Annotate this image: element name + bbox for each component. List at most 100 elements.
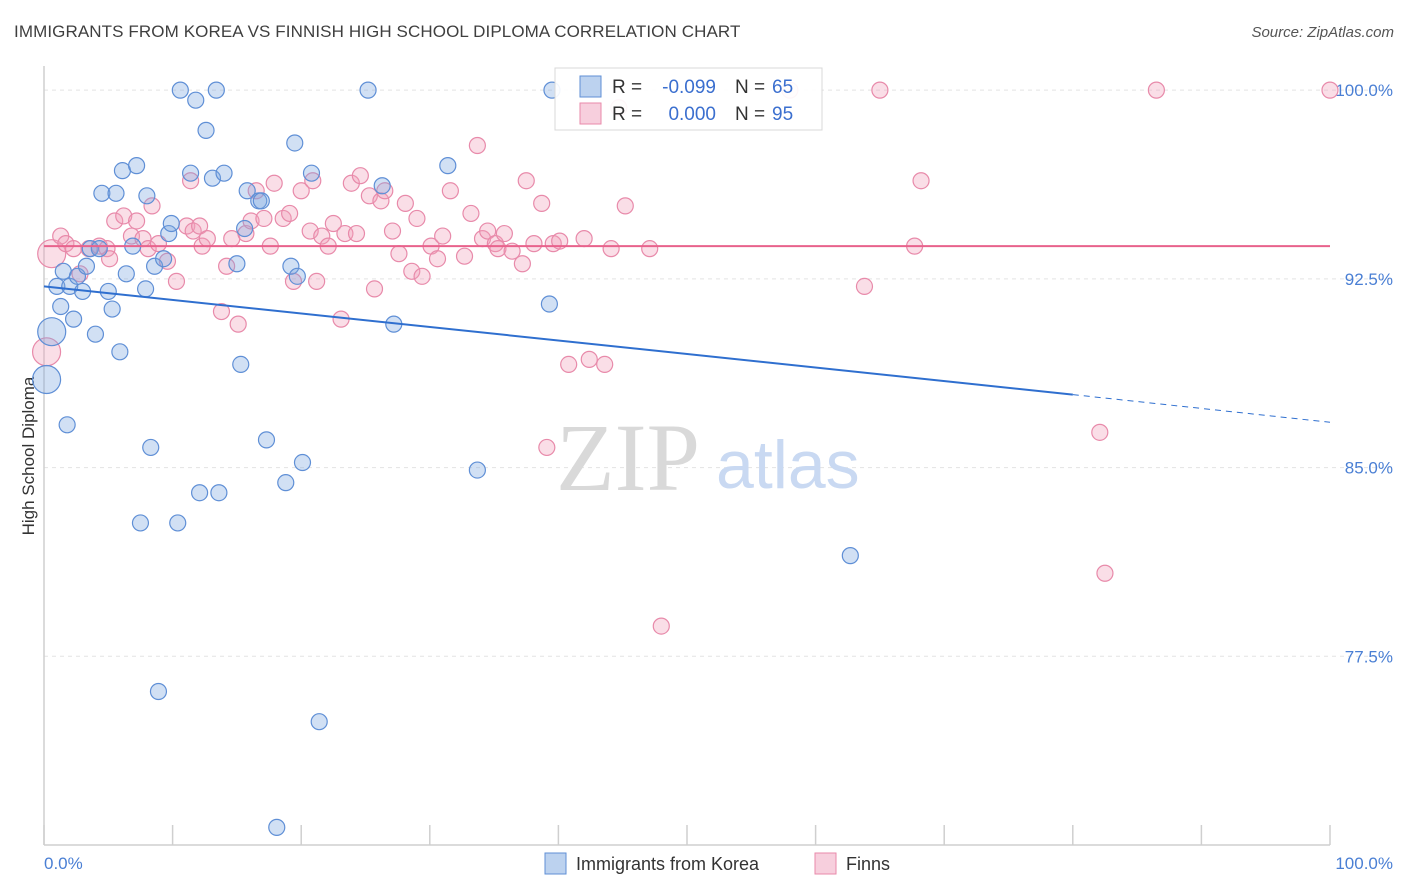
point-korea [77, 257, 96, 275]
point-korea [268, 818, 286, 836]
point-finns [855, 277, 874, 295]
point-finns [441, 182, 459, 200]
point-korea [142, 438, 160, 457]
point-finns [513, 255, 531, 273]
point-korea [841, 547, 859, 565]
chart-source: Source: ZipAtlas.com [1251, 24, 1394, 41]
point-finns [1321, 81, 1339, 99]
point-finns [1096, 564, 1114, 582]
point-finns [115, 207, 133, 225]
point-finns [455, 247, 474, 265]
chart-title: IMMIGRANTS FROM KOREA VS FINNISH HIGH SC… [14, 22, 741, 41]
point-korea [81, 240, 99, 258]
bottom-legend-swatch-korea [544, 852, 567, 875]
point-finns [212, 302, 231, 321]
point-finns [525, 235, 543, 253]
point-korea [210, 484, 228, 502]
point-finns [324, 214, 342, 233]
point-korea [302, 164, 321, 182]
point-korea [90, 240, 108, 258]
x-tick-label: 0.0% [44, 854, 83, 873]
point-finns [383, 222, 402, 240]
point-korea [58, 416, 76, 434]
point-finns [413, 267, 431, 285]
grid-lines [44, 89, 1395, 657]
point-korea [282, 257, 300, 275]
point-korea [187, 91, 205, 109]
legend-r-value: 0.000 [668, 104, 716, 125]
legend-r-value: -0.099 [662, 77, 716, 98]
point-korea [288, 267, 306, 285]
point-finns [292, 182, 310, 200]
point-finns [652, 617, 670, 635]
point-finns [347, 224, 366, 243]
point-korea [127, 157, 146, 175]
point-korea [439, 157, 457, 175]
point-korea [197, 121, 215, 139]
legend-n-label: N = [735, 104, 765, 125]
point-korea [252, 192, 270, 210]
legend-box: R = -0.099 N = 65 R = 0.000 N = 95 [554, 67, 823, 131]
tick-labels: 100.0% 92.5% 85.0% 77.5% 0.0% 100.0% [44, 81, 1393, 873]
point-finns [408, 209, 426, 228]
point-korea [64, 310, 83, 328]
point-korea [228, 255, 246, 273]
point-korea [154, 250, 173, 268]
watermark-atlas: atlas [716, 427, 860, 503]
trend-line-korea [43, 285, 1073, 396]
trend-line-korea-dashed [1072, 394, 1331, 423]
point-korea [138, 187, 156, 205]
y-axis-label: High School Diploma [19, 376, 38, 535]
point-finns [191, 217, 209, 235]
point-finns [255, 209, 273, 228]
legend-n-value: 95 [772, 104, 793, 125]
point-finns [616, 197, 634, 215]
point-korea [86, 325, 105, 343]
x-tick-label: 100.0% [1335, 854, 1393, 873]
legend-swatch-korea [579, 75, 602, 98]
point-finns [1091, 423, 1109, 441]
bottom-legend: Immigrants from Korea Finns [544, 852, 890, 875]
bottom-legend-label-korea: Immigrants from Korea [576, 854, 760, 874]
point-finns [313, 227, 331, 245]
point-finns [538, 438, 556, 457]
point-finns [479, 222, 497, 240]
y-tick-label: 85.0% [1345, 459, 1393, 478]
point-finns [143, 197, 161, 215]
point-korea [293, 453, 312, 472]
point-finns [149, 235, 168, 253]
point-korea [169, 514, 187, 532]
point-finns [641, 240, 659, 258]
y-tick-label: 92.5% [1345, 270, 1393, 289]
point-korea [107, 184, 125, 202]
point-finns [602, 240, 620, 258]
legend-r-label: R = [612, 77, 642, 98]
point-korea [232, 355, 250, 373]
watermark-zip: ZIP [556, 404, 700, 511]
point-finns [390, 245, 408, 263]
point-finns [64, 240, 83, 258]
point-finns [308, 272, 326, 290]
point-korea [191, 484, 209, 502]
point-finns [365, 280, 384, 298]
legend-swatch-finns [579, 102, 602, 125]
point-finns [229, 315, 247, 333]
point-finns [396, 194, 414, 212]
point-korea [373, 177, 391, 195]
y-tick-label: 77.5% [1345, 647, 1393, 666]
point-finns [434, 227, 452, 245]
point-finns [1147, 81, 1165, 99]
point-finns [468, 136, 486, 155]
point-korea [37, 317, 67, 347]
point-finns [560, 355, 578, 373]
point-finns [533, 194, 551, 212]
point-finns [265, 174, 283, 192]
point-finns [403, 262, 421, 280]
point-finns [372, 192, 390, 210]
point-korea [52, 297, 70, 316]
point-finns [218, 257, 236, 275]
point-finns [281, 204, 299, 223]
point-finns [596, 355, 614, 373]
point-finns [100, 250, 119, 268]
